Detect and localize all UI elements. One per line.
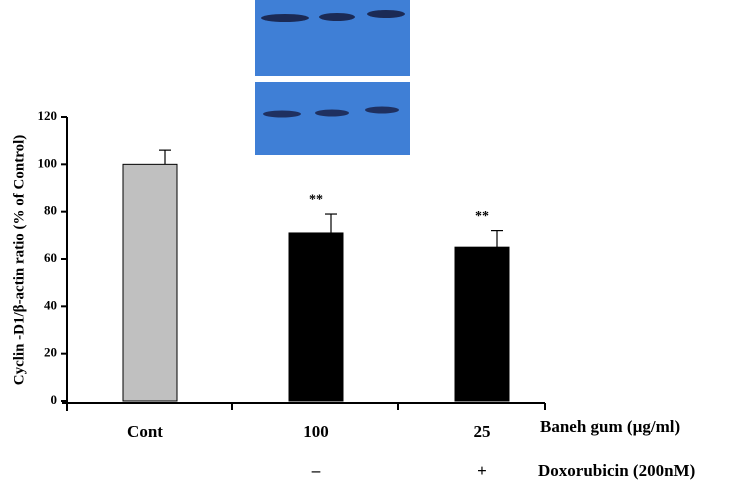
y-tick-label: 100 <box>38 155 58 170</box>
y-tick-label: 40 <box>44 297 57 312</box>
significance: ** <box>475 209 489 224</box>
y-tick-label: 120 <box>38 108 58 123</box>
y-tick-label: 0 <box>51 392 58 407</box>
y-axis-label: Cyclin -D1/β-actin ratio (% of Control) <box>11 135 27 386</box>
band <box>365 106 399 114</box>
significance: ** <box>309 192 323 207</box>
row-label: Doxorubicin (200nM) <box>538 461 695 480</box>
bar <box>288 232 344 402</box>
x-tick-label: 25 <box>474 422 491 441</box>
bar <box>454 246 510 402</box>
bar <box>122 163 178 402</box>
band <box>319 13 355 21</box>
band <box>261 14 309 22</box>
row-value: – <box>311 461 321 480</box>
row-value: + <box>477 461 487 480</box>
blot-bottom <box>255 82 410 155</box>
band <box>315 109 349 117</box>
x-tick-label: 100 <box>303 422 329 441</box>
band <box>263 110 301 118</box>
band <box>367 10 405 18</box>
western-blot <box>255 0 410 155</box>
x-tick-label: Cont <box>127 422 163 441</box>
x-axis-label: Baneh gum (µg/ml) <box>540 417 680 436</box>
y-tick-label: 80 <box>44 203 57 218</box>
y-tick-label: 60 <box>44 250 57 265</box>
y-tick-label: 20 <box>44 345 57 360</box>
